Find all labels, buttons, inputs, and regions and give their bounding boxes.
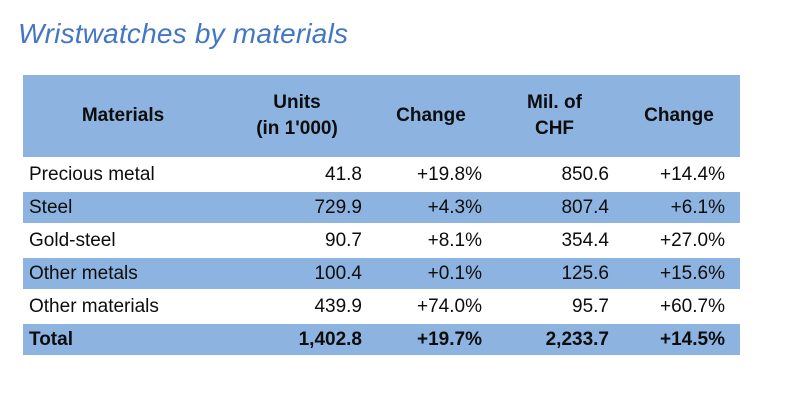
column-header-line: Materials xyxy=(81,105,165,127)
column-header-line: CHF xyxy=(534,118,575,139)
cell-chf: 125.6 xyxy=(561,262,609,284)
cell-chf: 850.6 xyxy=(561,163,609,185)
cell-chf-change: +6.1% xyxy=(670,196,725,218)
cell-units-change: +19.8% xyxy=(417,163,482,185)
table-row-steel: Steel 729.9 +4.3% 807.4 +6.1% xyxy=(23,190,740,223)
cell-chf: 95.7 xyxy=(572,295,609,317)
cell-material: Steel xyxy=(29,196,73,218)
cell-chf-change: +60.7% xyxy=(660,295,725,317)
column-header-line: Units xyxy=(273,92,321,114)
column-header-chf-change: Change xyxy=(618,103,740,129)
column-header-chf: Mil. of CHF xyxy=(491,90,618,141)
cell-units: 439.9 xyxy=(314,295,362,317)
cell-units: 729.9 xyxy=(314,196,362,218)
table-row-total: Total 1,402.8 +19.7% 2,233.7 +14.5% xyxy=(23,322,740,355)
cell-material: Other materials xyxy=(29,295,159,317)
column-header-units-change: Change xyxy=(371,103,491,129)
cell-chf-change: +14.4% xyxy=(660,163,725,185)
cell-chf-change: +14.5% xyxy=(660,328,725,350)
cell-chf: 2,233.7 xyxy=(545,328,609,350)
cell-chf-change: +15.6% xyxy=(660,262,725,284)
cell-units: 1,402.8 xyxy=(298,328,362,350)
cell-chf-change: +27.0% xyxy=(660,229,725,251)
cell-material: Precious metal xyxy=(29,163,155,185)
page-title: Wristwatches by materials xyxy=(18,18,349,49)
table-row-other-metals: Other metals 100.4 +0.1% 125.6 +15.6% xyxy=(23,256,740,289)
column-header-line: Change xyxy=(644,105,714,127)
column-header-line: (in 1'000) xyxy=(256,118,338,139)
cell-chf: 354.4 xyxy=(561,229,609,251)
cell-units: 100.4 xyxy=(314,262,362,284)
table-row-other-materials: Other materials 439.9 +74.0% 95.7 +60.7% xyxy=(23,289,740,322)
table-row-gold-steel: Gold-steel 90.7 +8.1% 354.4 +27.0% xyxy=(23,223,740,256)
cell-units: 90.7 xyxy=(325,229,362,251)
column-header-line: Mil. of xyxy=(527,92,582,114)
cell-units-change: +19.7% xyxy=(417,328,482,350)
column-header-materials: Materials xyxy=(23,103,223,129)
cell-material: Total xyxy=(29,328,73,350)
column-header-line: Change xyxy=(396,105,466,127)
cell-units: 41.8 xyxy=(325,163,362,185)
cell-material: Other metals xyxy=(29,262,138,284)
cell-units-change: +74.0% xyxy=(417,295,482,317)
table-header-row: Materials Units (in 1'000) Change Mil. o… xyxy=(23,75,740,157)
cell-units-change: +0.1% xyxy=(427,262,482,284)
cell-material: Gold-steel xyxy=(29,229,116,251)
cell-units-change: +4.3% xyxy=(427,196,482,218)
materials-table: Materials Units (in 1'000) Change Mil. o… xyxy=(23,75,740,355)
column-header-units: Units (in 1'000) xyxy=(223,90,371,141)
cell-units-change: +8.1% xyxy=(427,229,482,251)
cell-chf: 807.4 xyxy=(561,196,609,218)
table-row-precious-metal: Precious metal 41.8 +19.8% 850.6 +14.4% xyxy=(23,157,740,190)
